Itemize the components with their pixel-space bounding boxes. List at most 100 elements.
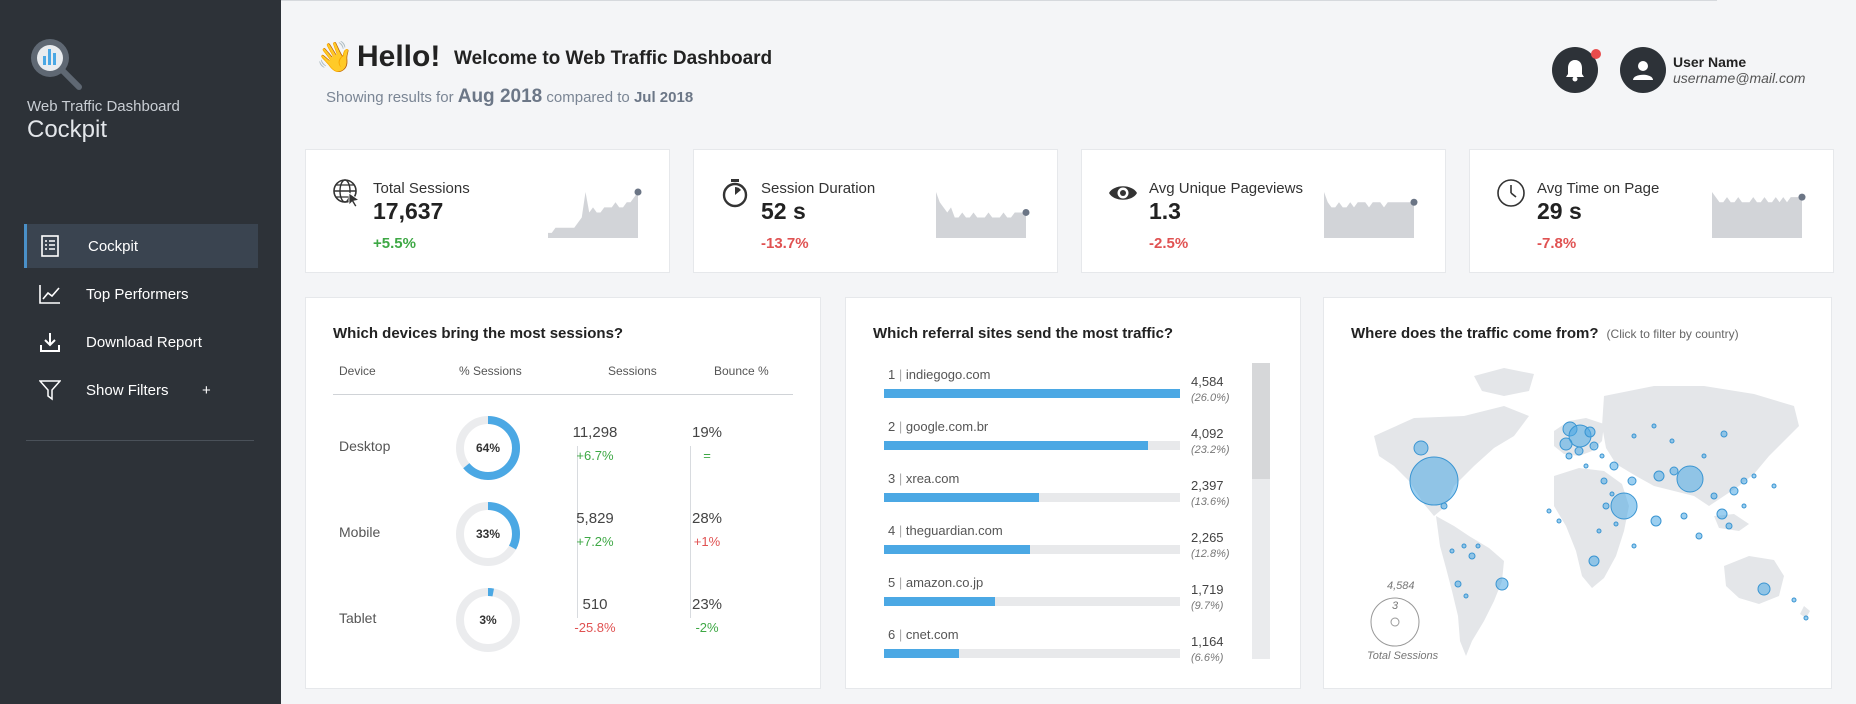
referral-rank: 5 <box>888 575 896 590</box>
list-item[interactable]: 3 | xrea.com 2,397 (13.6%) <box>884 471 1234 521</box>
column-divider <box>577 446 578 618</box>
avatar[interactable] <box>1620 47 1666 93</box>
kpi-card-session-duration[interactable]: Session Duration 52 s -13.7% <box>693 149 1058 273</box>
brand-title: Cockpit <box>27 116 108 143</box>
kpi-card-total-sessions[interactable]: Total Sessions 17,637 +5.5% <box>305 149 670 273</box>
column-header-pct-sessions: % Sessions <box>459 364 522 378</box>
sparkline-chart <box>548 188 642 238</box>
referral-bar-track <box>884 441 1180 450</box>
referral-rank: 2 <box>888 419 896 434</box>
referral-value: 1,719 <box>1191 582 1224 597</box>
sidebar-item-label: Download Report <box>86 333 202 351</box>
eye-icon <box>1109 186 1137 200</box>
referral-label: 4 | theguardian.com <box>888 523 1003 538</box>
referral-bar <box>884 545 1031 554</box>
legend-min-value: 3 <box>1392 600 1399 612</box>
list-item[interactable]: 6 | cnet.com 1,164 (6.6%) <box>884 627 1234 677</box>
referral-bar-track <box>884 545 1180 554</box>
referral-rank: 1 <box>888 367 896 382</box>
referral-label: 3 | xrea.com <box>888 471 959 486</box>
current-period[interactable]: Aug 2018 <box>457 86 543 107</box>
map-hint: (Click to filter by country) <box>1606 327 1739 341</box>
device-name: Tablet <box>339 610 377 626</box>
kpi-label: Avg Unique Pageviews <box>1149 180 1303 197</box>
referral-value: 1,164 <box>1191 634 1224 649</box>
referral-label: 6 | cnet.com <box>888 627 959 642</box>
bounce-delta: +1% <box>693 534 721 549</box>
referral-percent: (12.8%) <box>1191 548 1230 560</box>
compared-to-text: compared to <box>546 89 630 106</box>
sessions-value: 11,298 <box>572 424 618 441</box>
list-item[interactable]: 1 | indiegogo.com 4,584 (26.0%) <box>884 367 1234 417</box>
user-name[interactable]: User Name <box>1673 54 1747 70</box>
panel-title: Which referral sites send the most traff… <box>873 325 1174 342</box>
list-item[interactable]: 5 | amazon.co.jp 1,719 (9.7%) <box>884 575 1234 625</box>
sessions-delta: +6.7% <box>576 448 614 463</box>
referral-site: theguardian.com <box>905 523 1003 538</box>
sparkline-area <box>936 192 1026 238</box>
referral-rank: 6 <box>888 627 896 642</box>
table-header-divider <box>333 394 793 395</box>
period-prefix: Showing results for <box>326 89 454 106</box>
separator: | <box>898 419 903 434</box>
list-item[interactable]: 2 | google.com.br 4,092 (23.2%) <box>884 419 1234 469</box>
list-icon <box>38 234 62 258</box>
referral-value: 4,584 <box>1191 374 1224 389</box>
kpi-card-avg-unique-pageviews[interactable]: Avg Unique Pageviews 1.3 -2.5% <box>1081 149 1446 273</box>
bounce-delta: = <box>703 448 711 463</box>
separator: | <box>898 367 903 382</box>
stopwatch-icon <box>722 179 748 208</box>
referral-percent: (26.0%) <box>1191 392 1230 404</box>
referral-bar-track <box>884 493 1180 502</box>
referral-percent: (6.6%) <box>1191 652 1224 664</box>
scrollbar-thumb[interactable] <box>1252 363 1270 479</box>
notifications-button[interactable] <box>1552 47 1598 93</box>
referral-bar <box>884 597 995 606</box>
sidebar-item-show-filters[interactable]: Show Filters + <box>24 368 258 412</box>
user-icon <box>1633 61 1653 80</box>
brand-subtitle: Web Traffic Dashboard <box>27 98 180 115</box>
referral-bar <box>884 493 1039 502</box>
sparkline-chart <box>1324 192 1418 238</box>
referral-bar <box>884 649 960 658</box>
sparkline-area <box>1712 192 1802 238</box>
kpi-card-avg-time-on-page[interactable]: Avg Time on Page 29 s -7.8% <box>1469 149 1834 273</box>
sparkline-chart <box>936 192 1030 238</box>
list-item[interactable]: 4 | theguardian.com 2,265 (12.8%) <box>884 523 1234 573</box>
separator: | <box>898 523 903 538</box>
sidebar-item-download-report[interactable]: Download Report <box>24 320 258 364</box>
devices-panel: Which devices bring the most sessions? D… <box>305 297 821 689</box>
referral-site: amazon.co.jp <box>905 575 984 590</box>
sidebar-item-cockpit[interactable]: Cockpit <box>24 224 258 268</box>
kpi-value: 29 s <box>1537 198 1582 224</box>
separator: | <box>898 627 903 642</box>
referral-bar <box>884 389 1180 398</box>
sparkline-area <box>1324 192 1414 238</box>
referral-percent: (13.6%) <box>1191 496 1230 508</box>
referral-rank: 3 <box>888 471 896 486</box>
referral-scrollbar[interactable] <box>1252 363 1270 659</box>
sessions-value: 5,829 <box>576 510 614 527</box>
greeting: Hello! <box>357 40 441 73</box>
sidebar-item-top-performers[interactable]: Top Performers <box>24 272 258 316</box>
sidebar: Web Traffic Dashboard Cockpit Cockpit To… <box>0 0 281 704</box>
clock-icon <box>1497 179 1525 207</box>
kpi-label: Total Sessions <box>373 180 470 197</box>
notification-badge <box>1591 49 1601 59</box>
expand-plus-icon[interactable]: + <box>202 381 211 399</box>
kpi-value: 17,637 <box>373 198 444 224</box>
sessions-delta: -25.8% <box>574 620 616 635</box>
kpi-label: Session Duration <box>761 180 876 197</box>
kpi-value: 1.3 <box>1149 198 1181 224</box>
previous-period[interactable]: Jul 2018 <box>633 89 694 106</box>
bell-icon <box>1566 60 1584 82</box>
download-icon <box>38 330 62 354</box>
world-map[interactable] <box>1354 356 1814 676</box>
referral-bar <box>884 441 1149 450</box>
sessions-value: 510 <box>582 596 608 613</box>
referral-site: indiegogo.com <box>905 367 991 382</box>
kpi-delta: -2.5% <box>1149 235 1189 252</box>
sparkline-last-point <box>1022 208 1030 216</box>
referral-value: 2,397 <box>1191 478 1224 493</box>
donut-label: 3% <box>479 613 497 627</box>
